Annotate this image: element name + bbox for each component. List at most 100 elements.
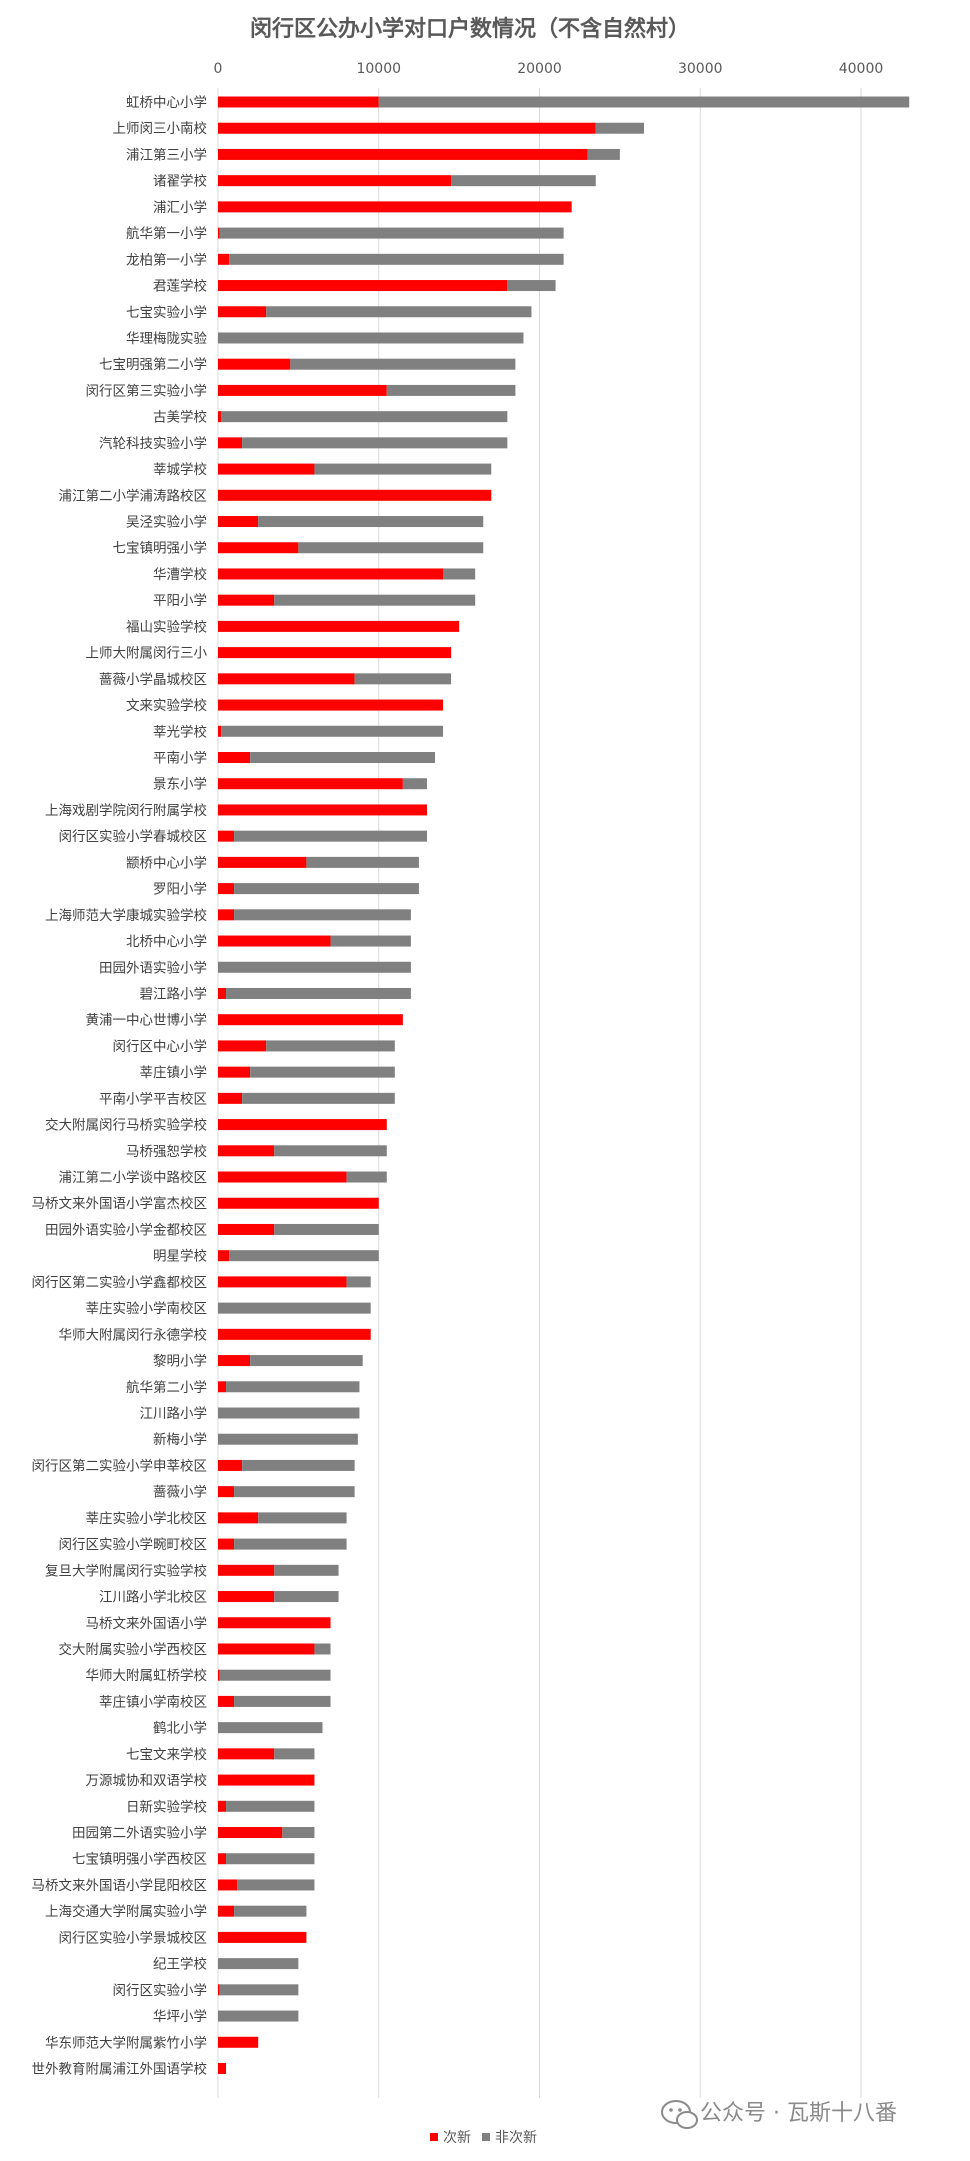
bar-segment-cixin xyxy=(218,699,444,711)
bar-segment-feicixin xyxy=(274,1564,339,1576)
x-tick-label: 10000 xyxy=(356,61,401,77)
bar-segment-feicixin xyxy=(507,280,556,292)
category-label: 蔷薇小学 xyxy=(153,1485,207,1501)
watermark: 公众号 · 瓦斯十八番 xyxy=(661,2100,897,2129)
legend-swatch-feicixin xyxy=(482,2133,490,2141)
category-label: 世外教育附属浦江外国语学校 xyxy=(32,2061,208,2078)
bar-segment-cixin xyxy=(218,935,331,947)
bar-segment-feicixin xyxy=(346,1171,387,1183)
bar-segment-cixin xyxy=(218,1197,379,1209)
bar-segment-feicixin xyxy=(250,752,436,763)
bar-segment-cixin xyxy=(218,1984,220,1996)
category-label: 闵行区实验小学景城校区 xyxy=(59,1929,208,1946)
bar-segment-cixin xyxy=(218,96,379,108)
bar-segment-feicixin xyxy=(218,1722,323,1734)
bar-segment-feicixin xyxy=(587,148,620,160)
bar-segment-feicixin xyxy=(258,516,484,528)
bar-segment-cixin xyxy=(218,1092,243,1104)
bar-segment-feicixin xyxy=(242,1092,395,1104)
bar-segment-feicixin xyxy=(219,1669,331,1681)
category-label: 景东小学 xyxy=(153,777,207,793)
bar-segment-feicixin xyxy=(314,1643,331,1655)
bar-segment-cixin xyxy=(218,2063,227,2074)
bar-segment-cixin xyxy=(218,1066,251,1078)
bar-segment-feicixin xyxy=(226,1381,360,1393)
bar-segment-cixin xyxy=(218,1145,275,1157)
bar-segment-cixin xyxy=(218,1800,227,1812)
category-label: 莘城学校 xyxy=(153,461,207,478)
category-label: 颛桥中心小学 xyxy=(126,855,207,871)
bar-segment-cixin xyxy=(218,1669,220,1681)
category-label: 马桥文来外国语小学 xyxy=(86,1616,208,1632)
category-label: 纪王学校 xyxy=(153,1956,207,1973)
bar-segment-cixin xyxy=(218,463,315,475)
bar-segment-feicixin xyxy=(250,1355,363,1367)
category-label: 上海交通大学附属实验小学 xyxy=(45,1903,207,1920)
category-label: 七宝文来学校 xyxy=(126,1746,207,1763)
bar-segment-feicixin xyxy=(290,358,516,370)
bar-segment-cixin xyxy=(218,253,230,265)
category-label: 七宝实验小学 xyxy=(126,305,207,321)
bar-segment-cixin xyxy=(218,2036,259,2048)
category-label: 闵行区实验小学春城校区 xyxy=(59,828,208,845)
bar-segment-feicixin xyxy=(298,542,484,554)
bar-segment-feicixin xyxy=(218,1407,360,1419)
category-label: 闵行区实验小学 xyxy=(113,1983,208,1999)
bar-segment-feicixin xyxy=(274,594,476,606)
bar-segment-feicixin xyxy=(266,1040,395,1052)
bar-segment-feicixin xyxy=(226,1800,315,1812)
bar-segment-cixin xyxy=(218,489,492,501)
bar-segment-feicixin xyxy=(237,1879,315,1891)
category-label: 北桥中心小学 xyxy=(126,934,207,950)
category-label: 汽轮科技实验小学 xyxy=(99,436,207,452)
bar-segment-cixin xyxy=(218,673,355,685)
bar-segment-feicixin xyxy=(218,1433,358,1445)
bar-segment-feicixin xyxy=(274,1223,379,1235)
bar-segment-cixin xyxy=(218,1040,267,1052)
category-label: 闵行区第二实验小学申莘校区 xyxy=(32,1457,208,1474)
category-label: 华理梅陇实验 xyxy=(126,331,207,347)
category-label: 蔷薇小学晶城校区 xyxy=(99,671,207,688)
category-label: 航华第二小学 xyxy=(126,1379,207,1396)
bar-segment-cixin xyxy=(218,1879,238,1891)
bar-segment-feicixin xyxy=(346,1276,371,1288)
category-label: 闵行区中心小学 xyxy=(113,1039,208,1055)
bar-segment-feicixin xyxy=(242,1459,355,1471)
category-label: 日新实验学校 xyxy=(126,1798,207,1815)
category-label: 航华第一小学 xyxy=(126,225,207,242)
bar-segment-feicixin xyxy=(221,411,508,423)
bar-segment-cixin xyxy=(218,384,387,396)
bars xyxy=(218,96,910,2074)
bar-segment-cixin xyxy=(218,1643,315,1655)
category-label: 吴泾实验小学 xyxy=(126,515,207,531)
bar-segment-cixin xyxy=(218,1748,275,1760)
category-label: 上师闵三小南校 xyxy=(113,120,208,137)
bar-segment-cixin xyxy=(218,568,444,580)
category-label: 黄浦一中心世博小学 xyxy=(86,1012,208,1029)
bar-segment-cixin xyxy=(218,1223,275,1235)
bar-segment-feicixin xyxy=(219,227,564,239)
category-label: 浦汇小学 xyxy=(153,200,207,216)
bar-segment-cixin xyxy=(218,411,222,423)
category-label: 马桥强恕学校 xyxy=(126,1143,207,1160)
bar-segment-cixin xyxy=(218,725,222,737)
bar-segment-feicixin xyxy=(250,1066,395,1078)
bar-segment-feicixin xyxy=(229,1250,379,1262)
bar-segment-cixin xyxy=(218,1381,227,1393)
bar-segment-cixin xyxy=(218,883,235,895)
category-label: 浦江第三小学 xyxy=(126,146,207,163)
category-label: 七宝明强第二小学 xyxy=(99,356,207,373)
bar-segment-feicixin xyxy=(330,935,411,947)
category-label: 平阳小学 xyxy=(153,593,207,609)
bar-segment-cixin xyxy=(218,1355,251,1367)
category-label: 华东师范大学附属紫竹小学 xyxy=(45,2035,207,2051)
category-label: 莘庄实验小学南校区 xyxy=(86,1300,208,1317)
bar-segment-cixin xyxy=(218,620,460,632)
category-label: 交大附属实验小学西校区 xyxy=(59,1641,208,1658)
legend-label-feicixin: 非次新 xyxy=(495,2130,537,2146)
bar-segment-cixin xyxy=(218,1695,235,1707)
category-label: 七宝镇明强小学 xyxy=(113,541,208,557)
bar-segment-feicixin xyxy=(234,883,419,895)
category-label: 碧江路小学 xyxy=(140,986,208,1002)
bar-segment-feicixin xyxy=(266,306,532,318)
